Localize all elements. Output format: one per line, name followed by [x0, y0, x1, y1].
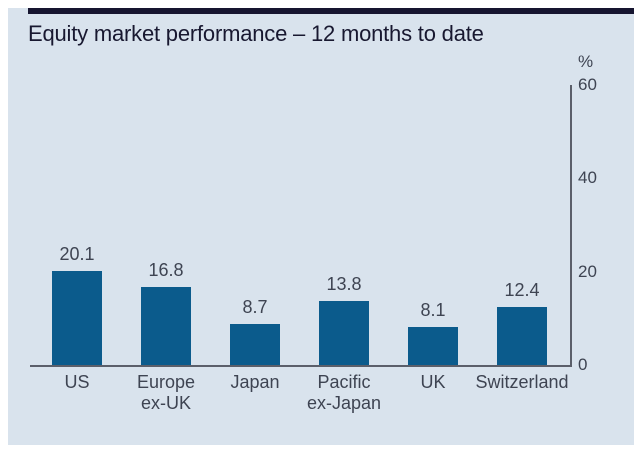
- y-axis-unit-label: %: [578, 52, 594, 71]
- bar-category-label: Europe ex-UK: [136, 372, 196, 413]
- y-tick-label: 0: [578, 355, 588, 374]
- bar-category-label: Switzerland: [475, 372, 569, 392]
- bar-category-label: UK: [420, 372, 446, 392]
- bar: [52, 271, 102, 365]
- y-tick-label: 40: [578, 168, 597, 188]
- bar: [408, 327, 458, 365]
- bar: [230, 324, 280, 365]
- bar-value-label: 20.1: [59, 244, 95, 265]
- bar-value-label: 8.7: [242, 297, 268, 318]
- top-rule: [28, 8, 634, 14]
- plot-area: % 20.1 US 16.8 Europe ex-UK 8.7 Japan 13.8 Paci…: [8, 8, 634, 445]
- bar-category-label: Pacific ex-Japan: [306, 372, 382, 413]
- chart-title: Equity market performance – 12 months to…: [28, 21, 484, 46]
- bar: [497, 307, 547, 365]
- bar-category-label: Japan: [230, 372, 280, 392]
- x-axis-line: [30, 365, 572, 367]
- chart-panel: Equity market performance – 12 months to…: [8, 8, 634, 445]
- bar-value-label: 16.8: [148, 259, 184, 280]
- bar-value-label: 12.4: [504, 280, 540, 301]
- bar: [141, 286, 191, 365]
- y-axis-line: [570, 85, 572, 367]
- y-tick-label: 20: [578, 261, 597, 281]
- bar: [319, 300, 369, 365]
- bar-value-label: 13.8: [326, 273, 362, 294]
- bar-category-label: US: [64, 372, 90, 392]
- y-tick-label: 60: [578, 75, 597, 94]
- bar-value-label: 8.1: [420, 300, 446, 321]
